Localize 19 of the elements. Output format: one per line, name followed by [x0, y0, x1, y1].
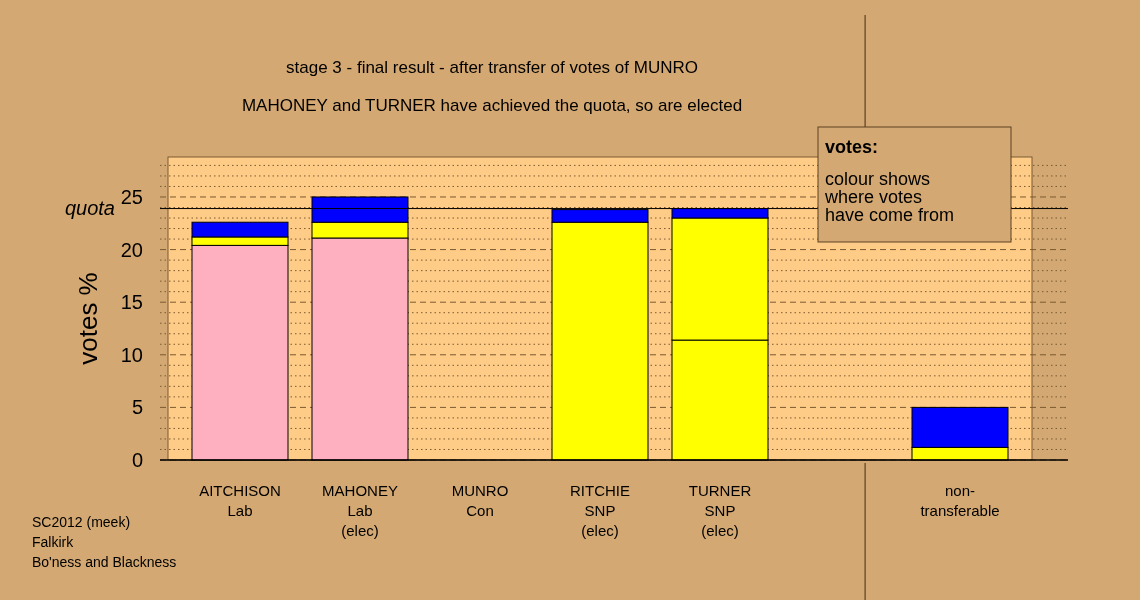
text: SC2012 (meek) Falkirk Bo'ness and Blackness — [32, 514, 177, 570]
x-tick-label: AITCHISON Lab — [199, 482, 281, 519]
y-tick-label: 20 — [120, 238, 143, 261]
x-tick-label: MUNRO Con — [451, 482, 509, 519]
y-tick-label: 15 — [120, 291, 143, 314]
x-tick-label: non- transferable — [920, 482, 1000, 519]
y-tick-label: 0 — [131, 449, 143, 471]
annotation: votes: — [825, 137, 879, 157]
y-axis-title: votes % — [73, 272, 103, 365]
y-tick-label: 5 — [131, 396, 143, 419]
x-tick-label: TURNER SNP (elec) — [688, 482, 752, 539]
y-tick-label: 25 — [120, 185, 143, 208]
annotation: colour shows where votes have come from — [824, 169, 955, 225]
x-tick-label: MAHONEY Lab (elec) — [322, 482, 398, 539]
chart-subtitle: MAHONEY and TURNER have achieved the quota, so are elected — [241, 96, 743, 115]
ref-line-label: quota — [64, 196, 115, 219]
chart-title: stage 3 - final result - after transfer of votes of MUNRO — [286, 58, 698, 77]
x-tick-label: RITCHIE SNP (elec) — [570, 482, 630, 539]
y-tick-label: 10 — [120, 343, 143, 366]
